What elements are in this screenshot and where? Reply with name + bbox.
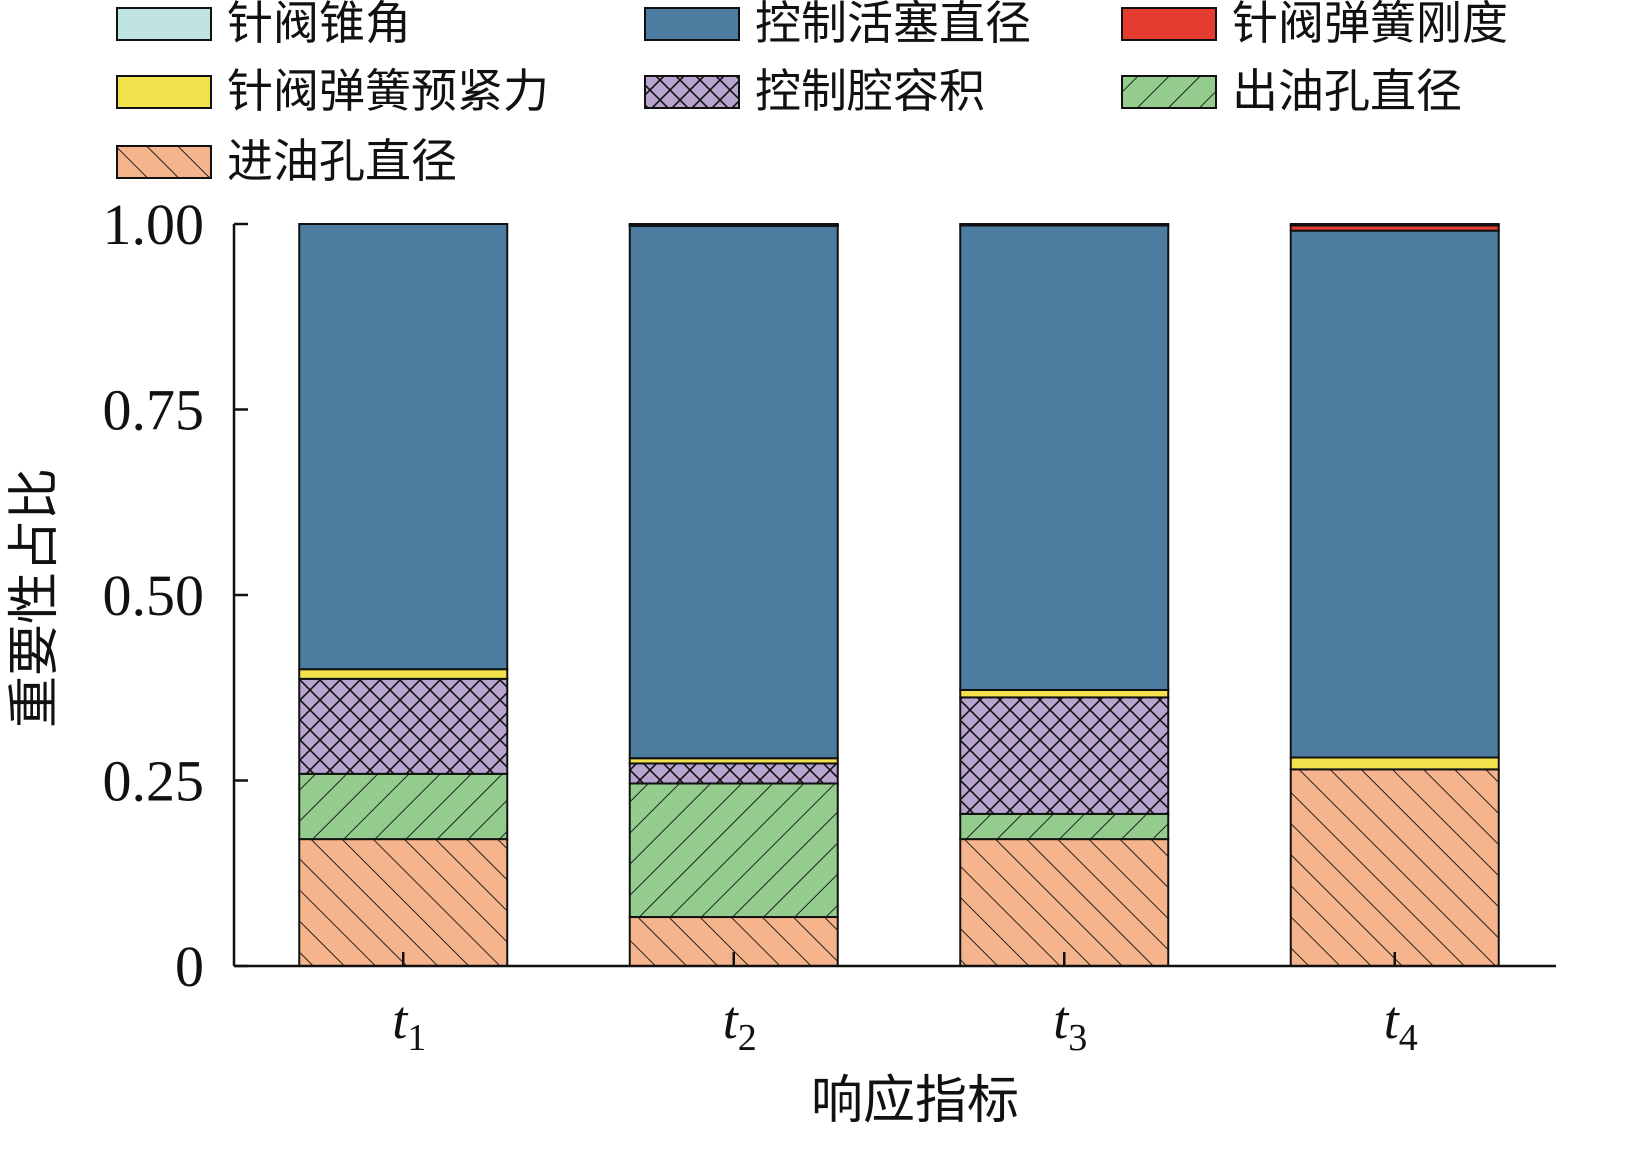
bar-segment-hatch — [299, 839, 508, 966]
legend-swatch-outline — [644, 7, 740, 41]
bar-segment — [299, 224, 508, 670]
x-axis-title: 响应指标 — [811, 1071, 1019, 1131]
bar-segment-outline — [298, 223, 509, 671]
x-tick-label: t3 — [1053, 990, 1087, 1059]
y-axis-title: 重要性占比 — [5, 468, 65, 728]
x-tick-label-base: t — [723, 990, 740, 1050]
legend-swatch-outline — [1121, 7, 1217, 41]
x-tick-label: t1 — [392, 990, 426, 1059]
bar-segment-hatch — [960, 839, 1169, 966]
y-ticks: 0 0.25 0.50 0.75 1.00 — [103, 192, 248, 999]
bars-group — [298, 223, 1500, 968]
x-tick-label-sub: 4 — [1399, 1017, 1418, 1059]
legend-swatch — [645, 8, 739, 40]
legend-swatch — [1122, 8, 1216, 40]
legend-swatch-outline — [116, 75, 212, 109]
x-tick-label-sub: 1 — [407, 1017, 426, 1059]
x-tick-label-base: t — [1053, 990, 1070, 1050]
bar-segment — [1290, 225, 1499, 231]
legend-label: 控制腔容积 — [755, 64, 985, 118]
legend-swatch-outline — [116, 145, 212, 179]
bar-segment — [299, 669, 508, 679]
bar-segment-hatch — [629, 763, 838, 784]
x-tick-label-base: t — [1384, 990, 1401, 1050]
x-tick-label: t2 — [723, 990, 757, 1059]
bar-segment — [629, 758, 838, 764]
bar-segment-hatch — [299, 678, 508, 774]
bar-segment — [960, 225, 1169, 690]
x-ticks: t1 t2 t3 t4 — [392, 952, 1418, 1059]
bar-segment — [1290, 230, 1499, 758]
legend-swatch-hatch — [117, 146, 211, 178]
legend-label: 进油孔直径 — [227, 134, 457, 188]
bar-segment-hatch — [1290, 769, 1499, 966]
x-tick-label-sub: 2 — [738, 1017, 757, 1059]
bar-segment-outline — [628, 223, 839, 227]
legend-swatch — [117, 76, 211, 108]
bar-segment-outline — [959, 223, 1170, 227]
legend-swatch-hatch — [1122, 76, 1216, 108]
legend-swatch-outline — [644, 75, 740, 109]
bar-segment-outline — [1289, 223, 1500, 227]
bar-segment-hatch — [299, 773, 508, 840]
y-tick-label: 0.75 — [103, 378, 205, 443]
legend-swatch — [117, 8, 211, 40]
legend-label: 针阀弹簧刚度 — [1232, 0, 1508, 50]
legend-label: 出油孔直径 — [1232, 64, 1462, 118]
y-tick-label: 1.00 — [103, 192, 205, 257]
x-tick-label-base: t — [392, 990, 409, 1050]
bar-segment — [1290, 757, 1499, 770]
legend-label: 控制活塞直径 — [755, 0, 1031, 50]
bar-segment-hatch — [629, 783, 838, 918]
legend-label: 针阀弹簧预紧力 — [227, 64, 549, 118]
x-tick-label-sub: 3 — [1068, 1017, 1087, 1059]
legend-swatch-outline — [1121, 75, 1217, 109]
y-tick-label: 0 — [175, 934, 204, 999]
bar-segment-hatch — [960, 697, 1169, 814]
legend-label: 针阀锥角 — [227, 0, 411, 50]
legend-swatch-hatch — [645, 76, 739, 108]
bar-segment-hatch — [960, 813, 1169, 840]
x-tick-label: t4 — [1384, 990, 1418, 1059]
legend-swatch-outline — [116, 7, 212, 41]
y-tick-label: 0.25 — [103, 749, 205, 814]
bar-segment — [629, 225, 838, 759]
bar-segment — [960, 689, 1169, 698]
y-tick-label: 0.50 — [103, 563, 205, 628]
